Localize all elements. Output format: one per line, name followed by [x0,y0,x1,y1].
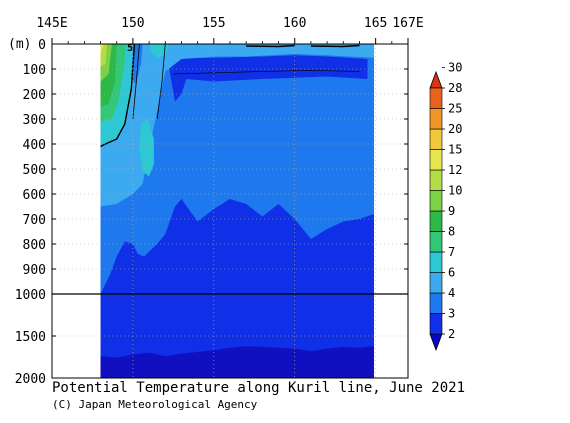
x-tick-label: 145E [36,16,67,31]
colorbar-label: 9 [448,204,455,218]
x-tick-label: 167E [392,16,423,31]
region-lens-151E [139,119,154,177]
y-tick-label: 200 [23,88,46,103]
colorbar-segment [429,169,443,191]
colorbar-segment [429,210,443,232]
region-warm-surface-patch [149,44,169,59]
colorbar-label: 6 [448,266,455,280]
colorbar-label: 28 [448,81,462,95]
y-axis: 100 200 300 400 500 600 700 800 900 1000 0 1500 2000 [15,38,408,387]
region-12-15 [100,44,104,54]
colorbar-top-triangle [429,70,443,89]
colorbar-label: 3 [448,307,455,321]
colorbar-segment [429,108,443,130]
x-axis: 145E 150 155 160 165 167E [36,16,424,44]
colorbar: 2 3 4 6 7 8 9 10 12 15 20 25 28 30 [429,61,462,352]
y-tick-label: 1500 [15,330,46,345]
chart-title: Potential Temperature along Kuril line, … [52,380,466,396]
x-tick-label: 165 [364,16,387,31]
y-tick-label: 600 [23,188,46,203]
y-tick-label: 500 [23,163,46,178]
colorbar-segment [429,128,443,150]
colorbar-label: 4 [448,286,455,300]
y-tick-label: 100 [23,63,46,78]
colorbar-segment [429,149,443,171]
region-subsurface-min [168,55,368,102]
contour-line-surface-mid [246,44,295,48]
colorbar-label: 10 [448,184,462,198]
y-tick-label: 300 [23,113,46,128]
y-tick-label: 900 [23,263,46,278]
y-tick-label: 1000 [15,288,46,303]
colorbar-segment [429,251,443,273]
colorbar-segment [429,292,443,314]
contour-line-surface-east [310,44,360,48]
chart-credit: (C) Japan Meteorological Agency [52,398,258,411]
x-tick-label: 150 [121,16,144,31]
y-tick-label: 400 [23,138,46,153]
y-tick-label: 0 [38,38,46,53]
contour-lines [100,43,360,148]
colorbar-segment [429,313,443,335]
plot-area [100,44,375,378]
colorbar-segment [429,87,443,109]
contour-line-subsurface [173,69,360,75]
colorbar-segment [429,190,443,212]
colorbar-label: 15 [448,143,462,157]
colorbar-label: 7 [448,245,455,259]
colorbar-segment [429,272,443,294]
y-tick-label: 700 [23,213,46,228]
colorbar-label: 12 [448,163,462,177]
y-axis-label: (m) [8,37,31,52]
colorbar-label: 8 [448,225,455,239]
colorbar-segment [429,231,443,253]
contour-line-front [156,43,166,120]
y-tick-label: 800 [23,238,46,253]
contour-label: 5 [127,43,133,54]
region-below-2 [100,346,374,378]
grid-lines [52,44,408,378]
colorbar-label: 2 [448,327,455,341]
colorbar-label: 30 [448,61,462,75]
x-tick-label: 155 [202,16,225,31]
colorbar-label: 20 [448,122,462,136]
y-tick-label: 2000 [15,372,46,387]
region-10-12 [100,44,107,67]
region-3-4 [100,44,374,294]
contour-line-west [100,43,136,148]
colorbar-bottom-triangle [429,333,443,352]
x-tick-label: 160 [283,16,306,31]
colorbar-label: 25 [448,102,462,116]
contour-line-filament [132,43,140,120]
